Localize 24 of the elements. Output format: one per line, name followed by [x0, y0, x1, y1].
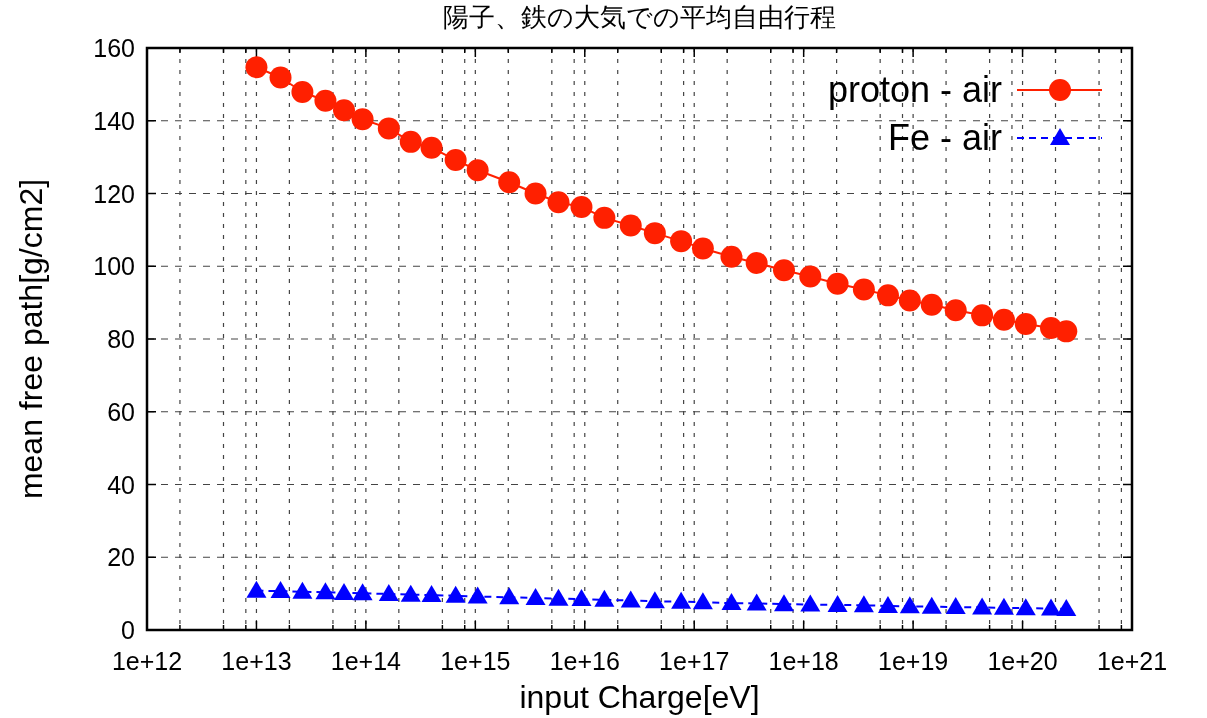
legend-label: proton - air	[827, 69, 1003, 110]
y-axis-title: mean free path[g/cm2]	[13, 178, 49, 500]
chart-title: 陽子、鉄の大気での平均自由行程	[443, 2, 836, 32]
y-tick-label: 40	[107, 470, 135, 499]
y-tick-label: 20	[107, 543, 135, 572]
x-tick-label: 1e+16	[549, 647, 620, 675]
x-tick-label: 1e+17	[659, 647, 730, 675]
y-tick-label: 160	[93, 34, 135, 62]
x-tick-label: 1e+19	[878, 647, 949, 675]
x-axis-title: input Charge[eV]	[519, 679, 760, 715]
x-tick-label: 1e+15	[440, 647, 511, 675]
x-tick-label: 1e+12	[111, 647, 183, 675]
y-tick-label: 100	[93, 252, 135, 281]
x-tick-label: 1e+13	[221, 647, 292, 675]
x-tick-label: 1e+14	[330, 647, 402, 675]
x-tick-label: 1e+18	[768, 647, 839, 675]
legend-label: Fe - air	[887, 117, 1003, 158]
y-tick-label: 140	[93, 106, 135, 135]
y-tick-label: 60	[107, 397, 135, 426]
x-tick-label: 1e+20	[987, 647, 1058, 675]
y-tick-label: 120	[93, 179, 135, 208]
y-tick-label: 80	[107, 325, 135, 353]
x-tick-label: 1e+21	[1096, 647, 1168, 675]
y-tick-label: 0	[121, 616, 135, 644]
